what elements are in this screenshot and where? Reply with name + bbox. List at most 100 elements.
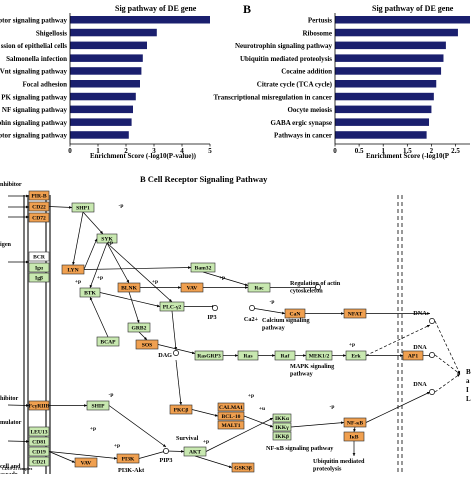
node-pir-b: PIR-B — [28, 190, 50, 201]
node-vav1: VAV — [180, 282, 204, 293]
node-ikka: IKKα — [272, 413, 292, 423]
edge-arrowhead — [343, 354, 346, 357]
node-box — [217, 402, 245, 412]
node-label: RasGRP3 — [197, 354, 221, 360]
node-label: IKKγ — [275, 425, 289, 431]
node-pkcb: PKCβ — [169, 404, 193, 415]
node-akt: AKT — [183, 446, 207, 457]
edge-arrowhead — [281, 311, 285, 315]
bar — [70, 16, 210, 24]
messenger-node — [163, 448, 169, 454]
edge-arrowhead — [26, 260, 29, 264]
edge-arrowhead — [353, 428, 356, 432]
x-tick-label: 2 — [430, 147, 434, 155]
node-label: LYN — [67, 268, 78, 274]
bar — [70, 41, 147, 50]
edge-arrowhead — [69, 205, 72, 209]
dna-label: DNA — [413, 310, 427, 317]
edge-arrowhead — [244, 283, 248, 287]
node-label: NFAT — [348, 312, 363, 318]
pathway-label: MAPK signaling — [290, 363, 335, 370]
node-label: IKKα — [275, 416, 290, 422]
edge-arrowhead — [26, 404, 29, 407]
pathway-edge — [48, 451, 118, 459]
x-tick-label: 0 — [68, 147, 72, 155]
node-label: CaN — [290, 312, 301, 318]
edge-arrowhead — [245, 286, 248, 289]
x-tick-label: 1.5 — [403, 147, 412, 155]
edge-arrowhead — [341, 312, 344, 315]
modification-label: +p — [114, 443, 120, 449]
node-fcgriib: FcγRIIB — [29, 400, 50, 411]
bar-label: Shigellosis — [36, 29, 67, 37]
pathway-edge — [99, 292, 161, 307]
edge-arrowhead — [113, 456, 117, 460]
node-calma1: CALMA1 — [217, 402, 245, 412]
edge-arrowhead — [400, 354, 403, 357]
node-cd21: CD21 — [28, 456, 50, 467]
pathway-edge — [194, 455, 233, 468]
node-box — [28, 426, 50, 437]
node-mek: MEK1/2 — [305, 350, 333, 361]
edge-arrowhead — [89, 297, 93, 301]
panel-b-title: Sig pathway of DE gene — [372, 4, 454, 13]
node-syk: SYK — [96, 233, 118, 244]
node-cd72: CD72 — [28, 212, 50, 223]
bar-label: Ribosome — [302, 29, 332, 37]
panel-b-axis: 0 0.5 1 1.5 2 2.5 — [333, 13, 470, 155]
bar — [335, 67, 442, 75]
node-label: BCAP — [100, 340, 116, 346]
stimulus-label: hibitor — [0, 395, 18, 402]
edge-arrowhead — [181, 450, 184, 453]
node-box — [343, 308, 367, 319]
pathway-edges — [7, 194, 461, 474]
messenger-node — [429, 352, 435, 358]
pathway-label: Survival — [176, 435, 199, 442]
modification-label: +p — [90, 426, 96, 432]
node-label: SHP1 — [76, 206, 90, 212]
pathway-edge — [83, 238, 98, 270]
node-gsk3b: GSK3β — [231, 462, 255, 473]
modification-label: +p — [107, 240, 113, 246]
node-box — [237, 350, 259, 361]
node-box — [284, 308, 306, 319]
node-label: IκB — [349, 435, 358, 441]
node-label: CD72 — [32, 216, 46, 222]
bar-label: ptor signaling pathway — [0, 17, 67, 25]
modification-label: +p — [152, 279, 158, 285]
node-cd81: CD81 — [28, 436, 50, 447]
node-box — [135, 339, 159, 350]
pathway-label: PIP3 — [159, 457, 172, 464]
pathway-label: Regulation of actin — [290, 280, 341, 287]
modification-label: +p — [97, 275, 103, 281]
modification-label: -p — [109, 392, 114, 398]
x-tick-label: 0.5 — [355, 147, 364, 155]
bar-label: PK signaling pathway — [1, 93, 67, 101]
modification-label: +u — [259, 406, 265, 412]
bar — [335, 105, 432, 114]
pathway-edge — [106, 242, 130, 284]
edge-arrowhead — [162, 444, 166, 447]
node-label: BCL-10 — [222, 414, 241, 420]
igb-label: Igβ — [35, 276, 43, 282]
cd19-complex-label: CD19-21 complex — [2, 466, 32, 471]
node-nfat: NFAT — [343, 308, 367, 319]
node-label: GSK3β — [234, 466, 252, 472]
pathway-edge — [72, 211, 84, 266]
bar — [70, 118, 132, 126]
node-blnk: BLNK — [117, 282, 141, 293]
node-box — [71, 202, 95, 213]
stimulus-label: mulator — [0, 419, 22, 426]
node-pi3k: PI3K — [116, 453, 140, 464]
node-ikkb: IKKβ — [272, 431, 292, 441]
bar — [335, 131, 427, 139]
edge-arrowhead — [341, 421, 344, 425]
edge-arrowhead — [456, 371, 460, 374]
pathway-edge — [365, 391, 431, 423]
pathway-edge — [83, 267, 192, 270]
igb-box — [28, 272, 50, 283]
pathway-label: pathway — [262, 325, 286, 332]
node-leu13: LEU13 — [28, 426, 50, 437]
edge-arrowhead — [126, 279, 129, 283]
